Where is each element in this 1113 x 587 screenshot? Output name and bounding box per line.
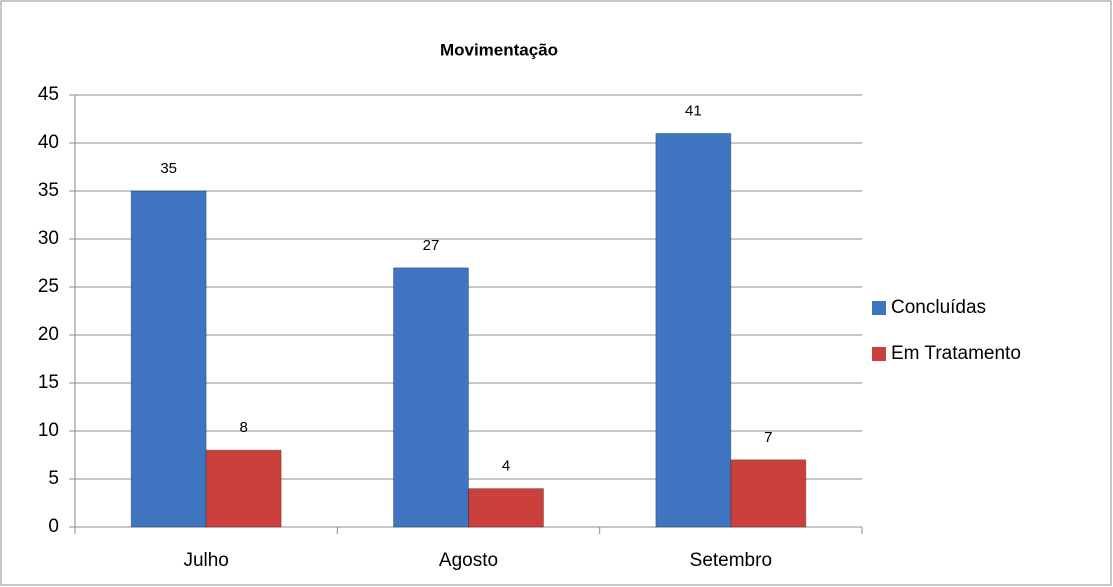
chart-title: Movimentação [440,40,558,59]
data-label: 27 [423,237,440,254]
bar [205,449,282,528]
legend-swatch [872,347,886,361]
data-label: 8 [239,419,247,436]
y-tick-label: 40 [38,132,59,153]
y-tick-label: 5 [48,468,59,489]
y-tick-label: 30 [38,228,59,249]
y-tick-label: 20 [38,324,59,345]
legend-label: Concluídas [891,297,986,318]
data-label: 4 [502,458,510,475]
x-tick-label: Agosto [439,550,498,571]
x-tick-label: Julho [183,550,228,571]
data-label: 41 [685,102,702,119]
y-tick-label: 45 [38,84,59,105]
bar [468,488,544,528]
y-tick-label: 15 [38,372,59,393]
y-tick-label: 35 [38,180,59,201]
bar [730,459,807,528]
y-tick-label: 25 [38,276,59,297]
x-tick-label: Setembro [690,550,772,571]
data-label: 35 [160,160,177,177]
legend-label: Em Tratamento [891,343,1021,364]
bar [393,267,469,528]
bar [130,190,207,528]
legend-swatch [872,301,886,315]
data-label: 7 [764,429,772,446]
bar [655,132,732,528]
y-tick-label: 0 [48,516,59,537]
y-tick-label: 10 [38,420,59,441]
